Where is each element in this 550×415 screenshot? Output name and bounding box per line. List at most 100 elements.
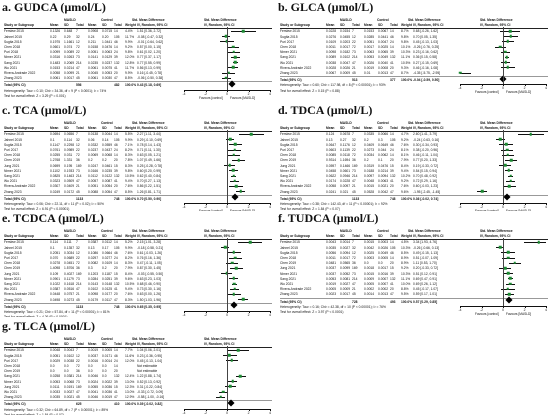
axis-tick <box>205 408 207 411</box>
control-mean: 0.0053 <box>364 55 375 60</box>
masld-mean: 0.0051 <box>50 353 61 358</box>
group-label-control: Control <box>101 121 113 125</box>
axis-tick <box>184 89 185 92</box>
masld-mean: 0.0037 <box>326 266 337 271</box>
panel-title: c. TCA (µmol/L) <box>2 103 87 117</box>
control-total: 14 <box>390 240 394 245</box>
footer-text: Test for overall effect: Z = 1.84 (P = 0… <box>4 412 64 415</box>
group-header-row: MASLD Control Std. Mean Difference Std. Mea… <box>280 228 548 234</box>
study-row: Nimer 2021 0.0458 0.0601 73 0.0188 0.0214 39 9.… <box>280 168 548 174</box>
axis-tick <box>227 311 228 313</box>
group-label-control: Control <box>377 121 389 125</box>
masld-mean: 0.0174 <box>326 179 337 184</box>
study-name: Rivera-Andrade 2022 <box>280 65 312 70</box>
column-header: SD <box>378 23 383 28</box>
masld-mean: 0.0056 <box>326 250 337 255</box>
masld-mean: 0.0901 <box>50 276 61 281</box>
footer-note: Test for overall effect: Z = 0.15 (P = 0… <box>280 88 548 94</box>
group-header-row: MASLD Control Std. Mean Difference Std. Mea… <box>280 17 548 23</box>
study-smd-ci: 1.51 [0.36, 2.72] <box>137 29 161 34</box>
study-smd-ci: 0.25 [-0.28, 0.78] <box>137 163 162 168</box>
study-smd-ci: -4.35 [-5.75, -2.95] <box>413 71 441 75</box>
forest-plot-area: MASLD Control Std. Mean Difference Std. Mea… <box>280 17 548 103</box>
masld-total: 169 <box>352 266 358 271</box>
study-weight: 10.3% <box>401 50 411 55</box>
effect-point <box>222 390 225 393</box>
control-total: 39 <box>114 379 118 384</box>
study-name: Wu 2021 <box>4 179 18 184</box>
masld-total: 47 <box>76 390 80 394</box>
study-name: Puri 2017 <box>4 358 19 363</box>
study-name: Puri 2017 <box>4 148 19 152</box>
axis-tick <box>270 311 271 313</box>
study-weight: 9.2% <box>125 45 133 49</box>
masld-mean: 0.0043 <box>326 240 337 245</box>
effect-point <box>232 277 236 280</box>
study-name: Ferslew 2015 <box>4 132 24 137</box>
control-mean: 0.0063 <box>364 50 375 55</box>
study-smd-ci: -0.33 [-0.72, 0.09] <box>137 390 164 394</box>
control-sd: 0.0559 <box>102 142 113 147</box>
study-smd-ci: 0.63 [0.00, 1.26] <box>137 292 161 297</box>
masld-sd: 0.29 <box>64 34 71 39</box>
study-smd-ci: 0.71 [0.11, 1.30] <box>137 148 161 152</box>
axis-tick-label: 2 <box>247 313 250 317</box>
effect-point <box>503 163 507 167</box>
axis-tick-label: -4 <box>458 307 462 312</box>
control-mean: 0.0409 <box>364 142 375 147</box>
masld-mean: 0.0448 <box>50 292 61 297</box>
study-weight: 9.5% <box>401 292 409 297</box>
column-header: Weight <box>125 126 136 131</box>
effect-point <box>233 179 236 183</box>
masld-total: 73 <box>76 276 80 281</box>
study-row: Chen 2018 0.0255 0.031 72 0.0069 0.0068 14 8.3%… <box>4 152 272 158</box>
control-total: 105 <box>114 137 120 142</box>
masld-sd: 0.0451 <box>64 261 75 266</box>
study-weight: 7.8% <box>125 158 133 163</box>
study-smd-ci: 1.07 [0.49, 1.66] <box>137 158 161 163</box>
control-sd: 0.0122 <box>102 174 113 178</box>
control-mean: 0.0051 <box>88 50 99 55</box>
masld-total: 36 <box>76 158 80 163</box>
study-smd-ci: 0.86 [0.22, 1.51] <box>137 184 161 189</box>
masld-total: 169 <box>76 163 82 168</box>
study-name: Puri 2017 <box>280 39 295 44</box>
control-sd: 0.0063 <box>102 50 113 55</box>
masld-total: 22 <box>352 148 356 152</box>
zero-line <box>227 27 228 90</box>
axis-tick <box>503 203 504 205</box>
effect-point <box>236 348 240 352</box>
control-sd: 0.0002 <box>378 287 389 292</box>
effect-point <box>232 251 235 254</box>
study-smd-ci: 0.77 [0.20, 1.33] <box>413 158 437 163</box>
study-smd-ci: 1.11 [0.53, 1.70] <box>413 261 437 266</box>
forest-plot-gudca: a. GUDCA (µmol/L) MASLD Control Std. Mean … <box>2 0 272 103</box>
study-weight: 7.6% <box>125 184 133 189</box>
masld-mean: 1.2768 <box>50 158 61 163</box>
effect-point <box>241 29 245 33</box>
study-weight: 8.4% <box>125 271 133 276</box>
study-smd-ci: Not estimable <box>137 364 158 368</box>
column-header: Mean <box>326 126 335 131</box>
ci-line <box>460 72 472 74</box>
study-weight: 7.7% <box>125 348 133 353</box>
control-total: 41 <box>390 282 394 286</box>
control-total: 105 <box>390 245 396 250</box>
total-masld-n: 1133 <box>352 196 360 201</box>
study-row: Zhang 2023 0.0498 0.0273 45 0.0179 0.0117 47 8.… <box>4 297 272 303</box>
group-label-masld: MASLD <box>340 121 352 125</box>
control-total: 20 <box>114 158 118 163</box>
axis-tick-label: -4 <box>458 205 462 209</box>
column-header: Mean <box>88 23 97 28</box>
masld-sd: 0.0009 <box>340 287 351 292</box>
masld-sd: 0.1176 <box>340 142 350 147</box>
study-smd-ci: -0.18 [-0.58, 0.21] <box>137 245 164 250</box>
column-header-row: Study or Subgroup Mean SD Total Mean SD Total W… <box>280 125 548 133</box>
column-header: Mean <box>88 234 97 239</box>
masld-sd: 0.0027 <box>340 245 351 250</box>
control-total: 46 <box>114 353 118 358</box>
study-row: Jahnel 2015 0.1 0.114 32 0.06 0.14 105 9.9% 0.29… <box>4 137 272 143</box>
masld-sd: 0.0027 <box>64 390 75 394</box>
study-row: Jahnel 2015 0.13 0.27 32 0.2 0.3 105 9.2% -0.24 … <box>280 137 548 143</box>
masld-sd: 0.0516 <box>64 287 75 292</box>
